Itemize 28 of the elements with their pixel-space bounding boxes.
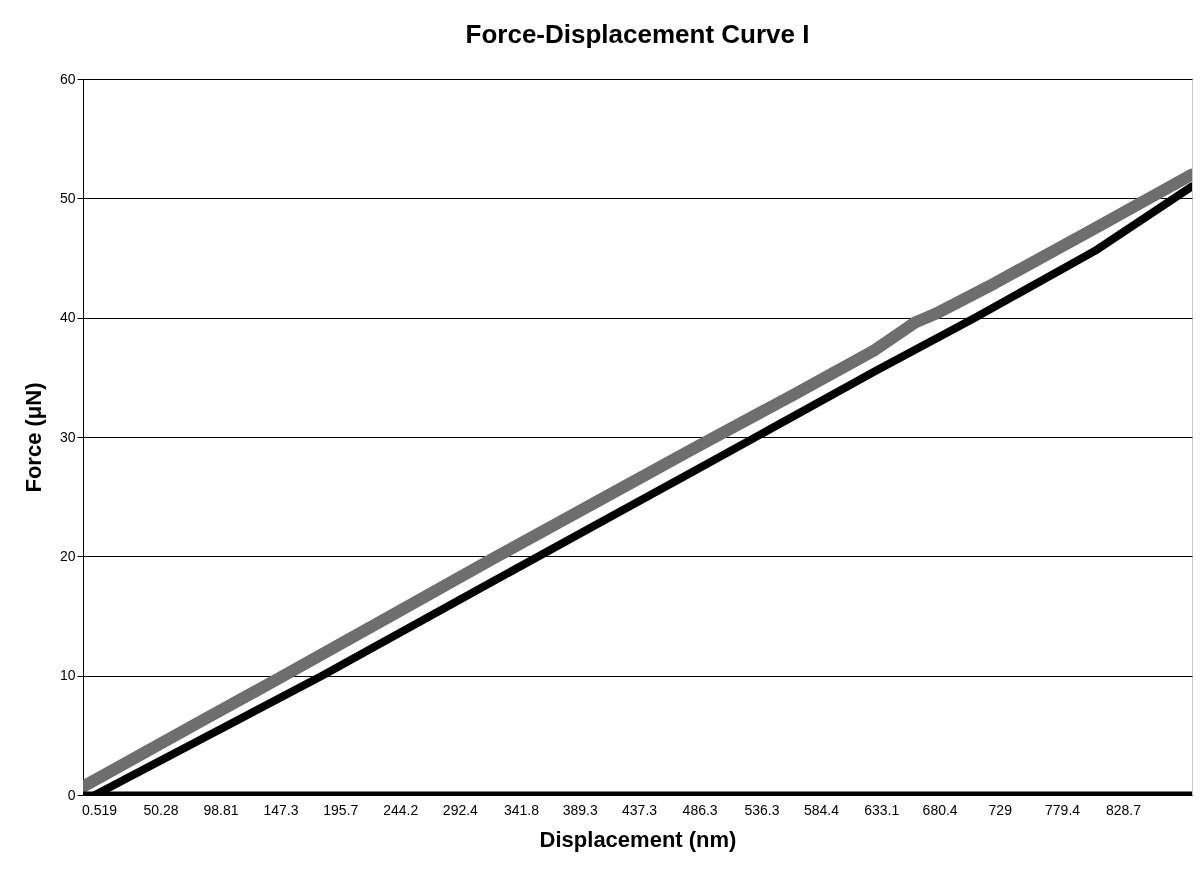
x-tick-label: 633.1 (864, 801, 900, 818)
x-tick-label: 779.4 (1045, 801, 1081, 818)
x-tick-label: 341.8 (503, 801, 540, 818)
x-tick-label: 147.3 (263, 801, 299, 818)
y-tick-label: 40 (59, 309, 76, 326)
x-tick-label: 828.7 (1105, 801, 1142, 818)
x-tick-label: 195.7 (323, 801, 359, 818)
x-tick-label: 437.3 (622, 801, 658, 818)
y-tick-label: 10 (59, 667, 76, 684)
y-tick-label: 30 (59, 428, 76, 445)
x-tick-label: 389.3 (562, 801, 598, 818)
x-tick-label: 584.4 (803, 801, 840, 818)
y-tick-label: 60 (59, 70, 76, 87)
x-axis-title: Displacement (nm) (539, 826, 737, 852)
y-axis-title: Force (μN) (20, 382, 46, 493)
x-tick-label: 680.4 (922, 801, 958, 818)
y-tick-label: 50 (59, 189, 76, 206)
y-tick-label: 20 (59, 547, 76, 564)
x-tick-label: 536.3 (744, 801, 780, 818)
x-tick-label: 244.2 (383, 801, 419, 818)
x-tick-label: 486.3 (682, 801, 718, 818)
x-tick-label: 98.81 (203, 801, 239, 818)
x-tick-label: 729 (988, 801, 1013, 818)
x-tick-label: 50.28 (143, 801, 179, 818)
x-tick-label: 0.519 (81, 801, 118, 818)
y-tick-label: 0 (67, 786, 76, 803)
x-tick-label: 292.4 (442, 801, 479, 818)
chart-title: Force-Displacement Curve I (465, 19, 810, 49)
